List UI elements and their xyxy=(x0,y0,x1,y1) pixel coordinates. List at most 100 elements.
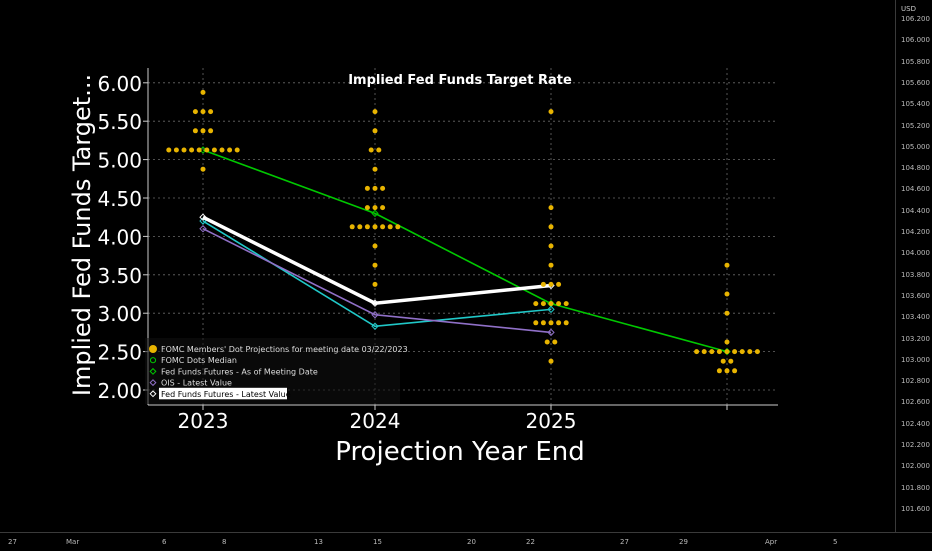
dot-projection xyxy=(219,147,225,153)
y-tick-label: 4.00 xyxy=(97,225,142,249)
dot-projection xyxy=(563,301,569,307)
legend-label: Fed Funds Futures - As of Meeting Date xyxy=(161,367,318,376)
legend-highlight xyxy=(159,387,287,400)
series-line-futures_meeting xyxy=(202,220,552,328)
dot-projection xyxy=(395,224,401,230)
currency-label: USD xyxy=(901,5,916,13)
price-axis[interactable]: 106.200 106.000 105.800 105.600 105.400 105.2… xyxy=(895,0,932,532)
price-axis-tick: 105.200 xyxy=(901,121,930,130)
dot-projection xyxy=(739,349,745,355)
dot-projection xyxy=(563,320,569,326)
x-axis-label: Projection Year End xyxy=(335,437,585,467)
dot-projection xyxy=(211,147,217,153)
dot-projection xyxy=(540,281,546,287)
dot-projection xyxy=(364,224,370,230)
dot-projection xyxy=(372,224,378,230)
time-axis-tick: 22 xyxy=(526,538,535,546)
legend-label: OIS - Latest Value xyxy=(161,379,232,388)
y-tick-label: 6.00 xyxy=(97,72,142,96)
price-axis-tick: 103.400 xyxy=(901,313,930,322)
price-axis-tick: 102.600 xyxy=(901,398,930,407)
time-axis-tick: 5 xyxy=(833,538,838,546)
legend-swatch-diamond xyxy=(149,379,157,387)
dot-projection xyxy=(556,281,562,287)
price-axis-tick: 101.800 xyxy=(901,483,930,492)
price-axis-tick: 106.200 xyxy=(901,15,930,23)
dot-projection xyxy=(380,205,386,211)
time-axis-tick: 8 xyxy=(222,538,227,546)
dot-projection xyxy=(189,147,195,153)
price-axis-tick: 104.200 xyxy=(901,228,930,236)
dot-projection xyxy=(716,368,722,374)
dot-projection xyxy=(372,166,378,172)
dot-projection xyxy=(548,320,554,326)
dot-projection xyxy=(544,339,550,345)
legend-swatch-dot xyxy=(149,345,157,353)
dot-projection xyxy=(372,109,378,115)
series-point-futures_meeting xyxy=(371,322,379,330)
dot-projection xyxy=(552,339,558,345)
time-axis-tick: 27 xyxy=(620,538,629,546)
fed-funds-chart: 6.00 5.50 5.00 4.50 4.00 3.50 3.00 2.50 2.00 202… xyxy=(68,68,778,467)
x-tick-label: 2023 xyxy=(178,409,229,433)
legend-label: FOMC Members' Dot Projections for meetin… xyxy=(161,345,408,354)
dot-projection xyxy=(208,109,214,115)
y-tick-label: 3.50 xyxy=(97,264,142,288)
price-axis-tick: 103.600 xyxy=(901,291,930,300)
x-tick-label: 2024 xyxy=(350,409,401,433)
dot-projection xyxy=(234,147,240,153)
time-axis-tick: Apr xyxy=(765,538,778,546)
dot-projection xyxy=(372,243,378,249)
dot-projection xyxy=(200,109,206,115)
y-tick-label: 2.00 xyxy=(97,379,142,403)
dot-projection xyxy=(540,301,546,307)
dot-projection xyxy=(200,166,206,172)
dot-projection xyxy=(754,349,760,355)
time-axis-tick: 6 xyxy=(162,538,167,546)
dot-projection xyxy=(548,205,554,211)
dot-projection xyxy=(200,89,206,95)
dot-projection xyxy=(732,349,738,355)
dot-projection xyxy=(548,243,554,249)
series-point-futures_meeting xyxy=(547,305,555,314)
dot-projection xyxy=(364,205,370,211)
time-axis-tick: Mar xyxy=(66,538,80,546)
price-axis-tick: 104.800 xyxy=(901,164,930,173)
dot-projection xyxy=(181,147,187,153)
dot-projection xyxy=(724,368,730,374)
price-axis-tick: 104.000 xyxy=(901,249,930,258)
dot-projection xyxy=(701,349,707,355)
dot-projection xyxy=(720,358,726,364)
price-axis-tick: 101.600 xyxy=(901,504,930,513)
dot-projection xyxy=(732,368,738,374)
chart-legend: FOMC Members' Dot Projections for meetin… xyxy=(145,338,408,404)
price-axis-tick: 103.800 xyxy=(901,270,930,279)
time-axis[interactable]: 27 Mar 6 8 13 15 20 22 27 29 Apr 5 xyxy=(0,532,932,551)
dot-projection xyxy=(540,320,546,326)
price-axis-tick: 102.800 xyxy=(901,377,930,386)
dot-projection xyxy=(548,301,554,307)
time-axis-tick: 15 xyxy=(373,538,382,546)
dot-projection xyxy=(724,262,730,268)
dot-projection xyxy=(357,224,363,230)
dot-projection xyxy=(709,349,715,355)
y-tick-label: 5.50 xyxy=(97,110,142,134)
dot-projection xyxy=(192,109,198,115)
price-axis-tick: 102.200 xyxy=(901,441,930,449)
dot-projection xyxy=(728,358,734,364)
dot-projection xyxy=(556,320,562,326)
legend-swatch-diamond xyxy=(149,390,157,398)
time-axis-tick: 20 xyxy=(467,538,476,546)
dot-projection xyxy=(724,339,730,345)
time-axis-tick: 27 xyxy=(8,538,17,546)
dot-projection xyxy=(376,147,382,153)
chart-title: Implied Fed Funds Target Rate xyxy=(348,73,572,88)
price-axis-tick: 106.000 xyxy=(901,36,930,45)
series-line-median xyxy=(202,149,728,353)
y-tick-label: 3.00 xyxy=(97,302,142,326)
dot-projection xyxy=(196,147,202,153)
series-point-median xyxy=(371,209,379,218)
dot-projection xyxy=(372,128,378,134)
price-axis-tick: 102.400 xyxy=(901,419,930,428)
price-axis-tick: 105.600 xyxy=(901,78,930,87)
